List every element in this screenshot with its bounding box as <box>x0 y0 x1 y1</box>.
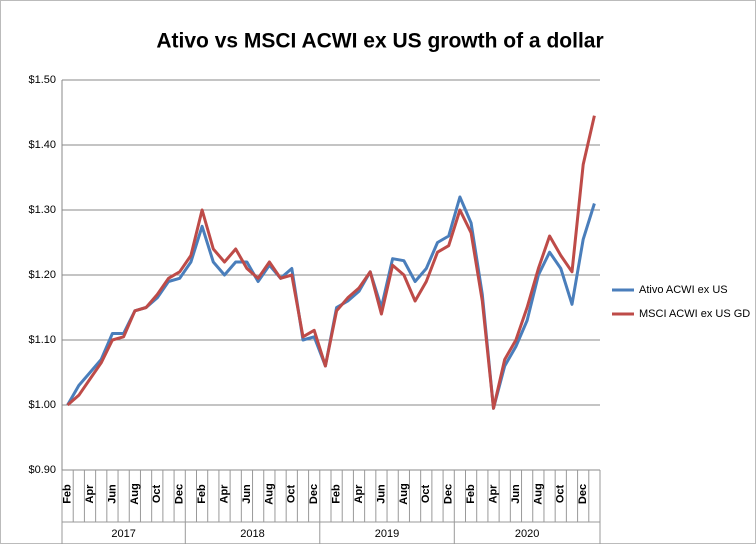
x-tick-label: Apr <box>218 484 230 504</box>
x-tick-label: Feb <box>196 484 208 504</box>
y-tick-label: $1.20 <box>28 269 56 281</box>
x-tick-label: Feb <box>465 484 477 504</box>
x-tick-label: Aug <box>532 483 544 504</box>
legend-label: MSCI ACWI ex US GD <box>639 308 750 320</box>
x-tick-label: Aug <box>129 483 141 504</box>
y-tick-label: $1.10 <box>28 334 56 346</box>
x-tick-label: Feb <box>331 484 343 504</box>
x-tick-label: Aug <box>398 483 410 504</box>
x-tick-label: Oct <box>151 484 163 503</box>
x-tick-label: Oct <box>555 484 567 503</box>
x-tick-label: Feb <box>62 484 74 504</box>
x-tick-label: Aug <box>263 483 275 504</box>
x-tick-label: Dec <box>174 484 186 504</box>
x-tick-label: Dec <box>577 484 589 504</box>
x-tick-label: Jun <box>106 484 118 504</box>
x-tick-label: Dec <box>443 484 455 504</box>
year-label: 2019 <box>375 528 399 540</box>
chart-title: Ativo vs MSCI ACWI ex US growth of a dol… <box>156 30 603 53</box>
year-label: 2017 <box>111 528 135 540</box>
x-tick-label: Apr <box>487 484 499 504</box>
x-tick-label: Oct <box>420 484 432 503</box>
x-tick-label: Apr <box>84 484 96 504</box>
year-label: 2018 <box>240 528 264 540</box>
x-tick-label: Jun <box>510 484 522 504</box>
y-tick-label: $1.40 <box>28 139 56 151</box>
y-tick-label: $1.00 <box>28 399 56 411</box>
y-tick-label: $1.30 <box>28 204 56 216</box>
x-tick-label: Jun <box>241 484 253 504</box>
x-tick-label: Dec <box>308 484 320 504</box>
series-line <box>66 115 596 410</box>
y-tick-label: $1.50 <box>28 74 56 86</box>
y-tick-label: $0.90 <box>28 464 56 476</box>
x-tick-label: Jun <box>375 484 387 504</box>
legend-label: Ativo ACWI ex US <box>639 284 728 296</box>
x-tick-label: Oct <box>286 484 298 503</box>
year-label: 2020 <box>515 528 539 540</box>
x-tick-label: Apr <box>353 484 365 504</box>
